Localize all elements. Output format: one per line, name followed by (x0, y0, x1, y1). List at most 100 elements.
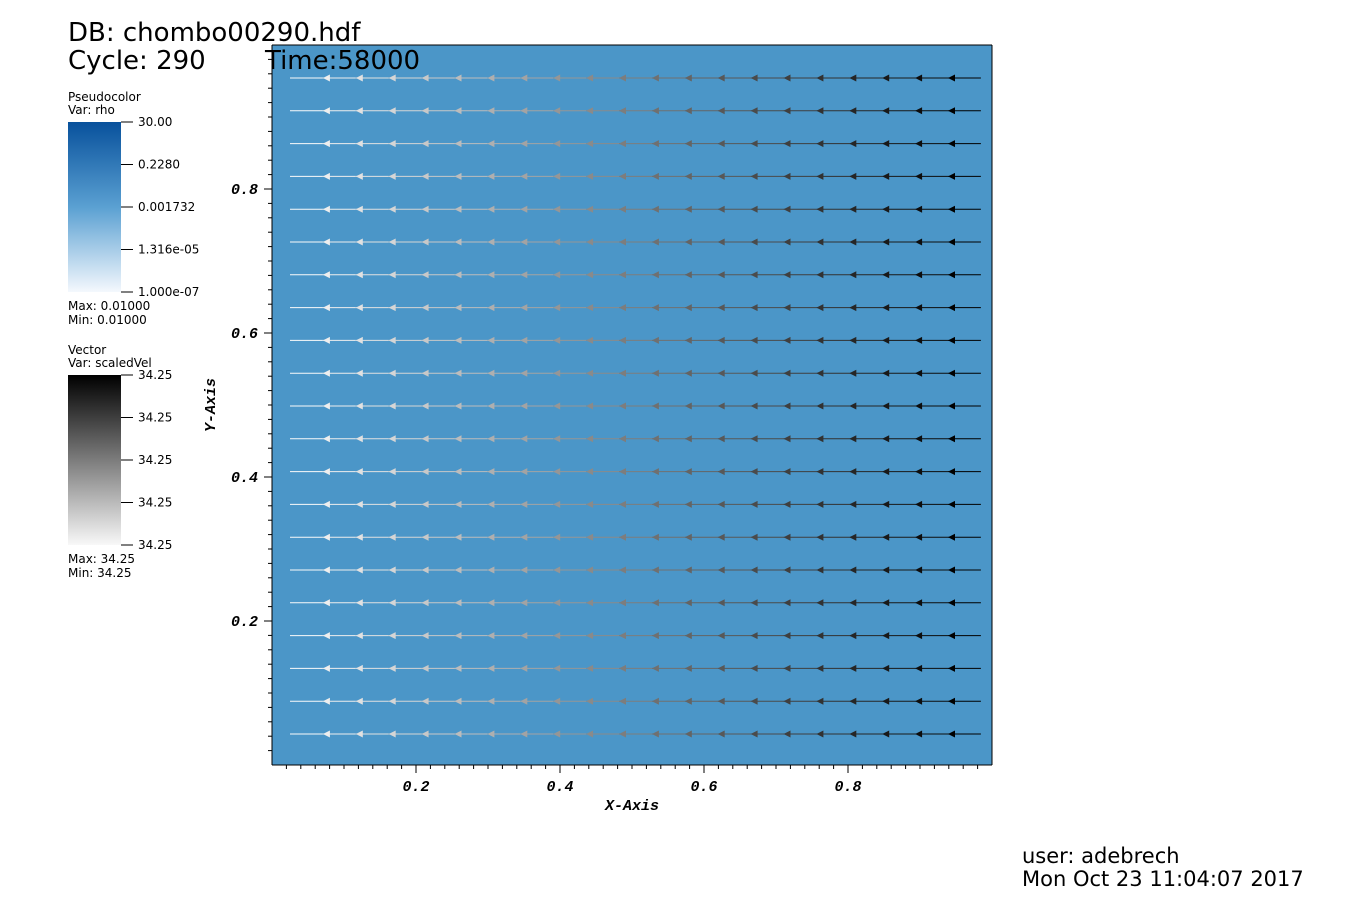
vector-head (816, 566, 824, 574)
vector-head (651, 205, 659, 213)
vector-head (454, 107, 462, 115)
vector-head (520, 435, 528, 443)
vector-head (322, 107, 330, 115)
vector-head (388, 697, 396, 705)
vector-head (520, 369, 528, 377)
vector-head (948, 402, 955, 410)
vector-head (322, 140, 330, 148)
vector-head (948, 500, 955, 508)
vector-head (487, 271, 495, 279)
legend-title: Pseudocolor (68, 90, 141, 104)
date-label: Mon Oct 23 11:04:07 2017 (1022, 867, 1304, 891)
vector-head (454, 435, 462, 443)
vector-head (717, 435, 725, 443)
vector-head (816, 664, 824, 672)
vector-head (586, 533, 594, 541)
vector-head (717, 107, 725, 115)
vector-head (717, 697, 725, 705)
vector-head (717, 566, 725, 574)
vector-head (322, 74, 330, 82)
vector-head (421, 74, 429, 82)
vector-head (355, 205, 363, 213)
vector-head (454, 172, 462, 180)
vector-head (915, 664, 923, 672)
vector-head (651, 336, 659, 344)
vector-head (783, 205, 791, 213)
vector-head (882, 304, 890, 312)
vector-head (816, 533, 824, 541)
vector-head (586, 730, 594, 738)
vector-head (619, 107, 626, 115)
vector-head (882, 336, 890, 344)
legend-tick-label: 1.000e-07 (138, 285, 199, 299)
vector-head (816, 369, 824, 377)
vector-head (750, 205, 758, 213)
vector-head (619, 468, 626, 476)
vector-head (882, 697, 890, 705)
vector-head (783, 533, 791, 541)
vector-head (586, 336, 594, 344)
vector-head (388, 336, 396, 344)
user-label: user: adebrech (1022, 844, 1180, 868)
vector-head (684, 271, 692, 279)
vector-head (948, 74, 955, 82)
vector-head (388, 632, 396, 640)
vector-head (454, 205, 462, 213)
vector-head (882, 632, 890, 640)
vector-head (619, 140, 626, 148)
vector-head (915, 271, 923, 279)
vector-head (783, 402, 791, 410)
vector-head (586, 304, 594, 312)
vector-head (783, 697, 791, 705)
vector-head (355, 599, 363, 607)
vector-head (717, 533, 725, 541)
vector-head (684, 205, 692, 213)
vector-head (684, 336, 692, 344)
vector-head (520, 205, 528, 213)
vector-head (553, 369, 561, 377)
vector-head (454, 468, 462, 476)
vector-head (586, 500, 594, 508)
vector-head (750, 271, 758, 279)
vector-head (586, 271, 594, 279)
vector-head (388, 74, 396, 82)
vector-head (816, 730, 824, 738)
legend-var: Var: scaledVel (68, 356, 152, 370)
vector-head (948, 533, 955, 541)
vector-head (487, 468, 495, 476)
vector-head (619, 533, 626, 541)
vector-head (388, 730, 396, 738)
vector-head (421, 632, 429, 640)
vector-head (750, 599, 758, 607)
vector-head (651, 533, 659, 541)
x-tick-label: 0.8 (834, 779, 861, 796)
legend-min: Min: 34.25 (68, 566, 132, 580)
vector-head (750, 500, 758, 508)
vector-head (355, 533, 363, 541)
vector-head (553, 238, 561, 246)
vector-head (684, 468, 692, 476)
vector-head (816, 238, 824, 246)
vector-head (849, 107, 857, 115)
vector-head (388, 107, 396, 115)
legend-tick-label: 30.00 (138, 115, 172, 129)
vector-head (849, 533, 857, 541)
vector-head (882, 402, 890, 410)
vector-head (915, 74, 923, 82)
vector-head (651, 402, 659, 410)
vector-head (322, 304, 330, 312)
vector-head (750, 632, 758, 640)
vector-head (487, 304, 495, 312)
vector-head (487, 140, 495, 148)
vector-head (454, 304, 462, 312)
vector-head (915, 632, 923, 640)
vector-head (684, 369, 692, 377)
vector-head (454, 271, 462, 279)
vector-head (882, 500, 890, 508)
vector-head (454, 730, 462, 738)
vector-head (388, 566, 396, 574)
vector-head (322, 500, 330, 508)
legend-tick-label: 0.2280 (138, 158, 180, 172)
vector-head (421, 435, 429, 443)
